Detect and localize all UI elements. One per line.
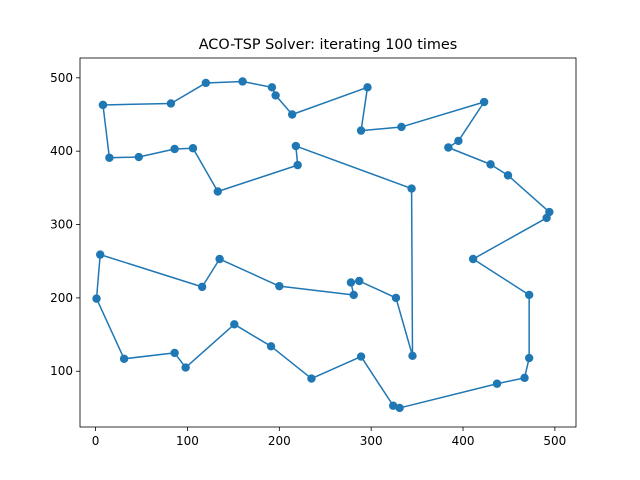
city-point — [395, 403, 404, 413]
city-point — [542, 213, 551, 223]
x-tick-label: 300 — [360, 434, 383, 448]
city-point — [407, 184, 416, 193]
y-tick-label: 200 — [50, 291, 73, 305]
city-point — [397, 122, 406, 132]
city-point — [201, 78, 211, 88]
city-point — [105, 153, 114, 162]
city-point — [486, 160, 495, 169]
city-point — [215, 254, 224, 264]
city-point — [389, 401, 398, 410]
city-point — [355, 276, 364, 286]
chart-title: ACO-TSP Solver: iterating 100 times — [199, 37, 458, 53]
city-point — [188, 144, 198, 153]
city-point — [170, 348, 179, 358]
city-point — [266, 342, 276, 351]
city-point — [230, 320, 239, 329]
x-tick-label: 0 — [92, 434, 100, 448]
city-point — [119, 354, 129, 363]
y-tick-label: 400 — [50, 144, 73, 158]
city-point — [275, 281, 284, 291]
city-point — [524, 353, 534, 363]
city-point — [356, 352, 366, 361]
y-tick-label: 500 — [50, 71, 73, 85]
city-point — [479, 97, 489, 107]
x-tick-label: 200 — [268, 434, 291, 448]
x-tick-label: 100 — [176, 434, 199, 448]
city-point — [213, 187, 222, 196]
city-point — [134, 152, 143, 162]
city-point — [170, 144, 179, 154]
city-point — [520, 373, 529, 383]
city-point — [98, 100, 108, 110]
city-point — [444, 143, 453, 152]
plot-area: 0 100 200 300 400 500 100 200 300 400 500 — [50, 57, 577, 448]
city-point — [346, 278, 356, 287]
city-point — [238, 77, 247, 86]
city-point — [492, 379, 502, 388]
city-point — [307, 374, 316, 383]
city-point — [356, 126, 366, 135]
city-point — [197, 282, 207, 292]
city-point — [267, 83, 277, 92]
city-point — [363, 83, 372, 92]
city-point — [293, 160, 302, 170]
city-point — [524, 290, 534, 300]
axes-frame — [79, 57, 577, 428]
city-point — [349, 290, 358, 300]
city-point — [166, 99, 176, 108]
city-point — [291, 141, 301, 151]
city-point — [468, 254, 478, 264]
city-point — [271, 91, 280, 100]
x-tick-label: 400 — [452, 434, 475, 448]
city-point — [287, 110, 297, 119]
city-point — [181, 363, 190, 372]
tour-path-line — [95, 80, 551, 409]
city-point — [454, 136, 463, 146]
city-point — [92, 294, 101, 303]
y-tick-label: 300 — [50, 218, 73, 232]
x-tick-label: 500 — [543, 434, 566, 448]
city-point — [391, 293, 401, 303]
city-point — [503, 171, 513, 180]
city-point — [408, 351, 417, 361]
y-tick-label: 100 — [50, 364, 73, 378]
city-point — [96, 250, 105, 259]
